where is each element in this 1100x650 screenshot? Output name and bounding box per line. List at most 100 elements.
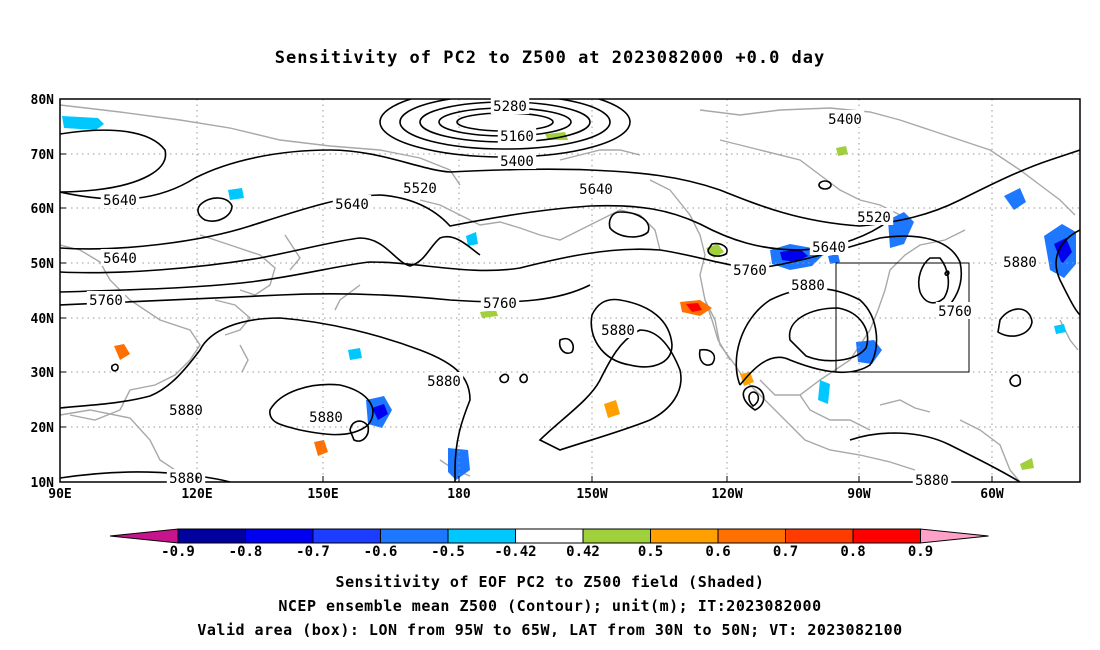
contour-label-bg: [809, 238, 849, 255]
contour-label: 5640: [812, 240, 846, 256]
contour-label: 5880: [1003, 255, 1037, 271]
contour-label-bg: [100, 249, 140, 266]
contour-label: 5400: [500, 154, 534, 170]
contour-label: 5640: [103, 193, 137, 209]
colorbar-segment: [650, 528, 719, 544]
shade-blob: [1004, 188, 1026, 210]
contour-label-bg: [730, 261, 770, 278]
colorbar-segment: [312, 528, 381, 544]
shade-blob: [545, 132, 568, 140]
contour-label-bg: [480, 294, 520, 311]
colorbar-label: 0.5: [638, 544, 663, 560]
contour-label: 5880: [601, 323, 635, 339]
colorbar-segment: [447, 528, 516, 544]
contour-label-bg: [400, 179, 440, 196]
contour-label-bg: [86, 291, 126, 308]
latitude-label: 10N: [31, 476, 55, 491]
contour-label: 5880: [915, 473, 949, 489]
contour-label: 5880: [169, 403, 203, 419]
longitude-labels: 90E 120E 150E 180 150W 120W 90W 60W: [48, 476, 1004, 502]
contour-label-bg: [490, 97, 530, 114]
contour-label-bg: [576, 180, 616, 197]
map-frame: [59, 98, 1081, 483]
colorbar-label: -0.6: [364, 544, 398, 560]
contour-label: 5640: [579, 182, 613, 198]
colorbar-label: -0.8: [229, 544, 263, 560]
map-title: Sensitivity of PC2 to Z500 at 2023082000…: [274, 48, 826, 68]
longitude-label: 150E: [307, 487, 338, 502]
longitude-label: 60W: [980, 487, 1004, 502]
latitude-label: 80N: [31, 93, 55, 108]
colorbar-label: 0.9: [908, 544, 933, 560]
latitude-label: 50N: [31, 257, 55, 272]
contour-label: 5160: [500, 129, 534, 145]
colorbar-label: 0.6: [705, 544, 730, 560]
contour-label-bg: [100, 191, 140, 208]
contour-label-bg: [854, 208, 894, 225]
shade-blob: [780, 249, 808, 262]
latitude-label: 60N: [31, 202, 55, 217]
longitude-label: 90E: [48, 487, 71, 502]
longitude-label: 90W: [847, 487, 871, 502]
coastlines: [60, 104, 1079, 482]
contour-label-bg: [306, 408, 346, 425]
contour-label: 5520: [403, 181, 437, 197]
shade-blob: [828, 254, 840, 264]
latitude-label: 40N: [31, 312, 55, 327]
contour-label: 5880: [427, 374, 461, 390]
colorbar-label: 0.8: [840, 544, 865, 560]
contour-label: 5520: [857, 210, 891, 226]
colorbar-label: 0.42: [566, 544, 600, 560]
longitude-label: 150W: [576, 487, 607, 502]
shade-blob: [686, 303, 702, 312]
contour-label-bg: [497, 127, 537, 144]
colorbar-low-arrow: [109, 528, 179, 544]
colorbar-high-arrow: [920, 528, 989, 544]
latitude-label: 20N: [31, 421, 55, 436]
longitude-label: 180: [447, 487, 471, 502]
contour-label-bg: [166, 401, 206, 418]
shade-blob: [604, 400, 620, 418]
colorbar-segment: [177, 528, 246, 544]
shade-blob: [1054, 324, 1066, 334]
colorbar-segment: [515, 528, 584, 544]
shade-blob: [818, 380, 830, 404]
colorbar-segment: [582, 528, 651, 544]
shade-blob: [114, 344, 130, 360]
contour-label-bg: [497, 152, 537, 169]
shade-blob: [348, 348, 362, 360]
contour-label-bg: [788, 276, 828, 293]
colorbar-label: -0.7: [296, 544, 330, 560]
contour-label-bg: [598, 321, 638, 338]
caption-line-1: Sensitivity of EOF PC2 to Z500 field (Sh…: [335, 573, 765, 591]
contour-label: 5760: [938, 304, 972, 320]
shade-blob: [1020, 458, 1034, 470]
colorbar: -0.9 -0.8 -0.7 -0.6 -0.5 -0.42 0.42 0.5 0.6 0.7 0.…: [109, 528, 989, 560]
colorbar-label: -0.5: [431, 544, 465, 560]
colorbar-label: -0.9: [161, 544, 195, 560]
contour-label: 5280: [493, 99, 527, 115]
contour-label-bg: [912, 471, 952, 488]
contour-label: 5880: [791, 278, 825, 294]
caption-line-3: Valid area (box): LON from 95W to 65W, L…: [197, 621, 903, 639]
shade-blob: [856, 340, 882, 364]
contour-label: 5760: [733, 263, 767, 279]
colorbar-segment: [717, 528, 786, 544]
sensitivity-shading: [62, 116, 1076, 480]
latitude-label: 70N: [31, 148, 55, 163]
shade-blob: [836, 146, 848, 156]
contour-label: 5640: [335, 197, 369, 213]
shade-blob: [62, 116, 104, 130]
contour-labels: 5280 5160 5400 5400 5520 5640 5520 5640 5640 5640…: [86, 97, 1040, 489]
latitude-labels: 80N 70N 60N 50N 40N 30N 20N 10N: [31, 93, 66, 491]
shade-blob: [372, 404, 388, 420]
contour-label-bg: [825, 110, 865, 127]
shade-blob: [1054, 238, 1072, 264]
contour-label-bg: [1000, 253, 1040, 270]
shade-blob: [466, 232, 478, 246]
contour-label-bg: [332, 195, 372, 212]
longitude-label: 120E: [181, 487, 212, 502]
z500-contours: [60, 99, 1080, 482]
contour-label: 5760: [89, 293, 123, 309]
